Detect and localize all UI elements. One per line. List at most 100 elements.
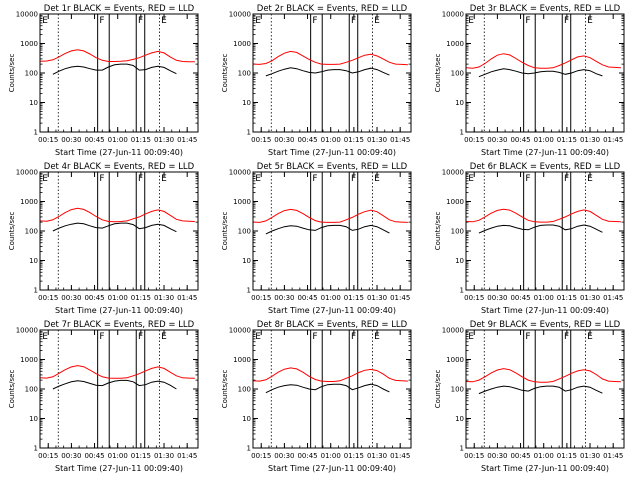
panel-title: Det 5r BLACK = Events, RED = LLD [257, 162, 408, 172]
series-events [478, 385, 603, 395]
panel-title: Det 4r BLACK = Events, RED = LLD [44, 162, 195, 172]
event-marker: E [468, 16, 474, 26]
plot-frame [252, 329, 412, 449]
y-tick-label: 1000 [20, 198, 38, 206]
x-tick-label: 01:15 [131, 136, 151, 144]
series-events [52, 379, 177, 390]
y-axis-label: Counts/sec [434, 370, 442, 409]
x-tick-label: 01:30 [367, 452, 387, 460]
x-tick-label: 01:30 [367, 294, 387, 302]
x-tick-label: 01:00 [534, 136, 554, 144]
x-tick-label: 01:15 [131, 294, 151, 302]
event-marker: E [374, 16, 380, 26]
x-tick-label: 01:45 [603, 136, 623, 144]
x-tick-label: 00:45 [84, 294, 104, 302]
x-tick-label: 00:45 [84, 136, 104, 144]
y-tick-label: 1 [247, 287, 251, 295]
series-lld [253, 208, 408, 223]
x-tick-label: 01:00 [534, 294, 554, 302]
series-events [478, 68, 603, 78]
y-tick-label: 10 [455, 415, 464, 423]
y-axis-label: Counts/sec [221, 54, 229, 93]
x-tick-label: 01:45 [177, 136, 197, 144]
y-axis-label: Counts/sec [221, 212, 229, 251]
x-tick-label: 01:45 [177, 294, 197, 302]
x-tick-label: 00:45 [297, 136, 317, 144]
x-tick-label: 00:45 [510, 294, 530, 302]
x-axis-label: Start Time (27-Jun-11 00:09:40) [481, 464, 609, 473]
x-axis-label: Start Time (27-Jun-11 00:09:40) [268, 148, 396, 157]
x-tick-label: 01:15 [557, 294, 577, 302]
x-tick-label: 01:15 [344, 452, 364, 460]
panel-det-6: Det 6r BLACK = Events, RED = LLD Counts/s… [434, 162, 625, 315]
x-tick-label: 00:45 [510, 136, 530, 144]
y-tick-label: 10 [29, 99, 38, 107]
y-tick-label: 10000 [229, 11, 251, 19]
event-marker: F [564, 174, 569, 184]
x-tick-label: 01:00 [321, 136, 341, 144]
x-tick-label: 01:30 [154, 452, 174, 460]
y-axis-label: Counts/sec [8, 212, 16, 251]
x-tick-label: 00:30 [487, 136, 507, 144]
plot-frame [252, 13, 412, 133]
x-tick-label: 00:45 [84, 452, 104, 460]
x-tick-label: 01:30 [154, 136, 174, 144]
y-tick-label: 10000 [16, 11, 38, 19]
panel-det-5: Det 5r BLACK = Events, RED = LLD Counts/s… [221, 162, 412, 315]
x-axis-label: Start Time (27-Jun-11 00:09:40) [55, 148, 183, 157]
x-tick-label: 01:00 [108, 452, 128, 460]
panel-title: Det 2r BLACK = Events, RED = LLD [257, 4, 408, 14]
event-marker: F [99, 174, 104, 184]
event-marker: E [42, 332, 48, 342]
y-tick-label: 10 [242, 99, 251, 107]
y-tick-label: 1 [34, 129, 38, 137]
y-tick-label: 10000 [442, 327, 464, 335]
x-tick-label: 01:30 [580, 136, 600, 144]
event-marker: F [312, 332, 317, 342]
x-axis-label: Start Time (27-Jun-11 00:09:40) [268, 306, 396, 315]
event-marker: E [468, 332, 474, 342]
y-tick-label: 100 [25, 386, 38, 394]
y-tick-label: 100 [25, 228, 38, 236]
y-axis-label: Counts/sec [8, 370, 16, 409]
x-tick-label: 00:30 [487, 452, 507, 460]
y-tick-label: 1 [247, 445, 251, 453]
x-tick-label: 01:15 [344, 294, 364, 302]
y-tick-label: 10 [29, 415, 38, 423]
x-tick-label: 01:45 [177, 452, 197, 460]
x-tick-label: 00:15 [251, 294, 271, 302]
series-lld [253, 367, 408, 382]
x-tick-label: 01:00 [321, 294, 341, 302]
x-tick-label: 01:15 [557, 452, 577, 460]
y-tick-label: 1000 [446, 198, 464, 206]
y-tick-label: 10000 [442, 11, 464, 19]
y-tick-label: 10000 [16, 327, 38, 335]
x-tick-label: 01:00 [534, 452, 554, 460]
y-tick-label: 10 [242, 415, 251, 423]
event-marker: F [564, 16, 569, 26]
y-tick-label: 1000 [233, 356, 251, 364]
x-tick-label: 00:15 [38, 452, 58, 460]
y-tick-label: 100 [451, 386, 464, 394]
y-axis-label: Counts/sec [8, 54, 16, 93]
x-tick-label: 00:15 [251, 136, 271, 144]
x-tick-label: 00:30 [61, 452, 81, 460]
y-tick-label: 100 [451, 228, 464, 236]
panel-det-1: Det 1r BLACK = Events, RED = LLD Counts/s… [8, 4, 199, 157]
y-tick-label: 1 [34, 445, 38, 453]
series-events [265, 224, 390, 235]
x-tick-label: 00:30 [274, 452, 294, 460]
x-tick-label: 01:45 [390, 136, 410, 144]
x-tick-label: 01:00 [108, 136, 128, 144]
y-tick-label: 10000 [442, 169, 464, 177]
series-events [478, 224, 603, 234]
y-tick-label: 1000 [233, 198, 251, 206]
event-marker: E [587, 174, 593, 184]
y-axis-label: Counts/sec [221, 370, 229, 409]
panel-det-7: Det 7r BLACK = Events, RED = LLD Counts/s… [8, 320, 199, 473]
event-marker: E [42, 16, 48, 26]
x-tick-label: 01:30 [580, 294, 600, 302]
panel-det-8: Det 8r BLACK = Events, RED = LLD Counts/s… [221, 320, 412, 473]
x-tick-label: 00:15 [38, 294, 58, 302]
